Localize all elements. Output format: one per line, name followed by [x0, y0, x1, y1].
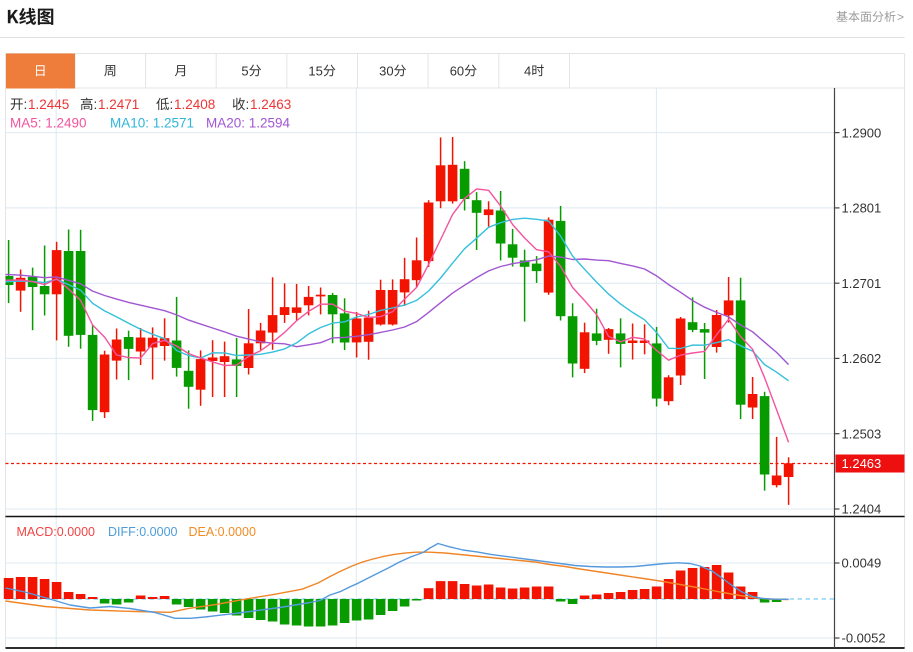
svg-text:1.2900: 1.2900 [842, 125, 882, 140]
svg-text:DEA:0.0000: DEA:0.0000 [189, 525, 256, 539]
svg-text:60: 60 [450, 63, 464, 78]
svg-text:1.2503: 1.2503 [842, 426, 882, 441]
svg-text:>: > [897, 10, 904, 24]
svg-text:30: 30 [379, 63, 393, 78]
svg-text:1.2701: 1.2701 [842, 276, 882, 291]
svg-text:1.2602: 1.2602 [842, 351, 882, 366]
svg-text:4: 4 [524, 63, 531, 78]
svg-text:1.2408: 1.2408 [174, 97, 215, 112]
svg-text:1.2463: 1.2463 [250, 97, 291, 112]
svg-text:MA20: 1.2594: MA20: 1.2594 [206, 116, 291, 131]
svg-text::: : [94, 97, 98, 112]
svg-text:1.2463: 1.2463 [842, 456, 882, 471]
svg-text:1.2801: 1.2801 [842, 201, 882, 216]
svg-text::: : [246, 97, 250, 112]
svg-text:1.2404: 1.2404 [842, 502, 882, 517]
svg-text:MACD:0.0000: MACD:0.0000 [17, 525, 96, 539]
svg-text:1.2471: 1.2471 [98, 97, 139, 112]
svg-text:MA5: 1.2490: MA5: 1.2490 [10, 116, 87, 131]
svg-text:MA10: 1.2571: MA10: 1.2571 [110, 116, 194, 131]
svg-text:DIFF:0.0000: DIFF:0.0000 [108, 525, 178, 539]
svg-text:-0.0052: -0.0052 [842, 631, 886, 646]
svg-text:15: 15 [308, 63, 322, 78]
svg-text::: : [24, 97, 28, 112]
svg-text::: : [170, 97, 174, 112]
svg-text:1.2445: 1.2445 [28, 97, 69, 112]
svg-text:5: 5 [241, 63, 248, 78]
svg-text:0.0049: 0.0049 [842, 556, 882, 571]
